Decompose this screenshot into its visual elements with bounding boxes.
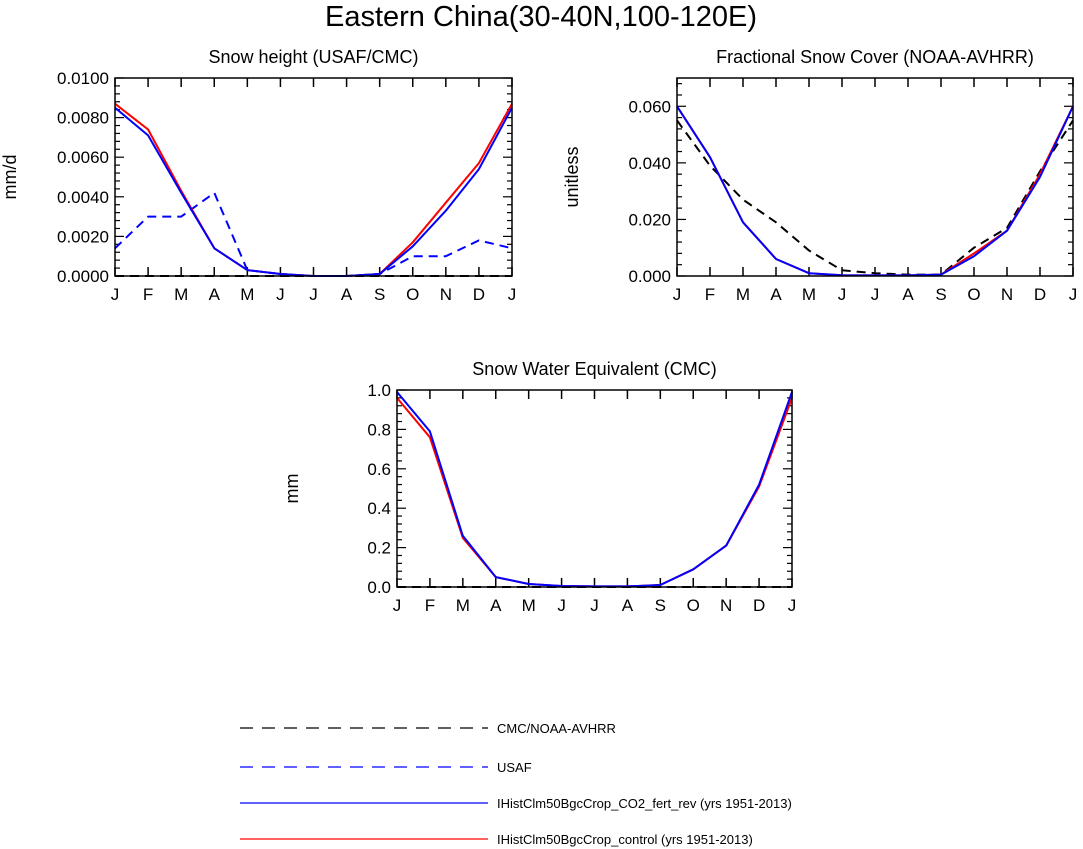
x-tick-label: J bbox=[276, 285, 285, 304]
x-tick-label: O bbox=[687, 596, 700, 615]
plot-frame bbox=[114, 77, 513, 277]
series-line bbox=[114, 102, 513, 277]
x-tick-label: J bbox=[111, 285, 120, 304]
y-tick-label: 0.0040 bbox=[57, 188, 109, 207]
x-tick-label: A bbox=[341, 285, 353, 304]
x-tick-label: J bbox=[838, 285, 847, 304]
x-tick-label: J bbox=[788, 596, 797, 615]
x-tick-label: S bbox=[655, 596, 666, 615]
x-tick-label: N bbox=[1001, 285, 1013, 304]
legend-label: USAF bbox=[497, 760, 532, 775]
y-axis-label: unitless bbox=[562, 146, 582, 207]
y-tick-label: 0.8 bbox=[367, 420, 391, 439]
y-tick-label: 0.6 bbox=[367, 460, 391, 479]
legend-label: CMC/NOAA-AVHRR bbox=[497, 721, 616, 736]
x-tick-label: D bbox=[1034, 285, 1046, 304]
panel-1: Snow height (USAF/CMC)mm/dJ F M A M J J A S O N D J0… bbox=[0, 47, 516, 304]
legend-item: IHistClm50BgcCrop_CO2_fert_rev (yrs 1951… bbox=[240, 796, 792, 811]
x-tick-label: J bbox=[1069, 285, 1078, 304]
x-tick-label: S bbox=[935, 285, 946, 304]
series-line bbox=[114, 191, 513, 277]
series-line bbox=[396, 397, 793, 588]
x-tick-label: D bbox=[753, 596, 765, 615]
x-tick-label: S bbox=[374, 285, 385, 304]
legend-label: IHistClm50BgcCrop_control (yrs 1951-2013… bbox=[497, 832, 753, 847]
panel-2: Fractional Snow Cover (NOAA-AVHRR) unitle… bbox=[562, 47, 1077, 304]
x-tick-label: J bbox=[508, 285, 517, 304]
x-tick-label: A bbox=[902, 285, 914, 304]
panel-title: Snow Water Equivalent (CMC) bbox=[472, 359, 716, 379]
x-tick-label: D bbox=[473, 285, 485, 304]
plot-frame bbox=[396, 389, 793, 588]
series-line bbox=[676, 105, 1074, 277]
x-tick-label: N bbox=[440, 285, 452, 304]
x-tick-label: M bbox=[174, 285, 188, 304]
legend: CMC/NOAA-AVHRR USAF IHistClm50BgcCrop_CO2_… bbox=[240, 721, 792, 847]
legend-item: CMC/NOAA-AVHRR bbox=[240, 721, 616, 736]
series-line bbox=[114, 106, 513, 277]
y-tick-label: 0.060 bbox=[628, 97, 671, 116]
y-tick-label: 0.000 bbox=[628, 267, 671, 286]
x-tick-label: M bbox=[522, 596, 536, 615]
y-tick-label: 0.0 bbox=[367, 578, 391, 597]
y-tick-label: 1.0 bbox=[367, 381, 391, 400]
plot-frame bbox=[676, 77, 1074, 277]
x-tick-label: M bbox=[456, 596, 470, 615]
panel-3: Snow Water Equivalent (CMC) mm J F M A M J J A S O N… bbox=[282, 359, 796, 615]
y-axis-label: mm bbox=[282, 474, 302, 504]
x-tick-label: O bbox=[406, 285, 419, 304]
panel-title: Fractional Snow Cover (NOAA-AVHRR) bbox=[716, 47, 1034, 67]
y-tick-label: 0.040 bbox=[628, 154, 671, 173]
figure-title: Eastern China(30-40N,100-120E) bbox=[325, 1, 757, 33]
x-tick-label: N bbox=[720, 596, 732, 615]
x-tick-label: A bbox=[490, 596, 502, 615]
x-tick-label: M bbox=[802, 285, 816, 304]
x-tick-label: J bbox=[590, 596, 599, 615]
series-line bbox=[676, 105, 1074, 277]
y-tick-label: 0.020 bbox=[628, 210, 671, 229]
x-tick-label: F bbox=[705, 285, 715, 304]
legend-item: USAF bbox=[240, 760, 532, 775]
x-tick-label: A bbox=[622, 596, 634, 615]
x-tick-label: F bbox=[143, 285, 153, 304]
y-tick-label: 0.0060 bbox=[57, 148, 109, 167]
y-tick-label: 0.0100 bbox=[57, 69, 109, 88]
y-tick-label: 0.4 bbox=[367, 499, 391, 518]
series-line bbox=[396, 391, 793, 588]
panel-title: Snow height (USAF/CMC) bbox=[208, 47, 418, 67]
x-tick-label: A bbox=[209, 285, 221, 304]
x-tick-label: J bbox=[557, 596, 566, 615]
x-tick-label: J bbox=[871, 285, 880, 304]
y-tick-label: 0.0000 bbox=[57, 267, 109, 286]
y-tick-label: 0.0080 bbox=[57, 109, 109, 128]
x-tick-label: M bbox=[240, 285, 254, 304]
x-tick-label: J bbox=[393, 596, 402, 615]
series-line bbox=[676, 119, 1074, 276]
y-axis-label: mm/d bbox=[0, 155, 20, 200]
legend-item: IHistClm50BgcCrop_control (yrs 1951-2013… bbox=[240, 832, 753, 847]
panels: Snow height (USAF/CMC)mm/dJ F M A M J J A S O N D J0… bbox=[0, 47, 1077, 615]
y-tick-label: 0.2 bbox=[367, 539, 391, 558]
x-tick-label: O bbox=[967, 285, 980, 304]
y-tick-label: 0.0020 bbox=[57, 227, 109, 246]
x-tick-label: J bbox=[309, 285, 318, 304]
x-tick-label: F bbox=[425, 596, 435, 615]
x-tick-label: J bbox=[673, 285, 682, 304]
x-tick-label: M bbox=[736, 285, 750, 304]
legend-label: IHistClm50BgcCrop_CO2_fert_rev (yrs 1951… bbox=[497, 796, 792, 811]
x-tick-label: A bbox=[770, 285, 782, 304]
